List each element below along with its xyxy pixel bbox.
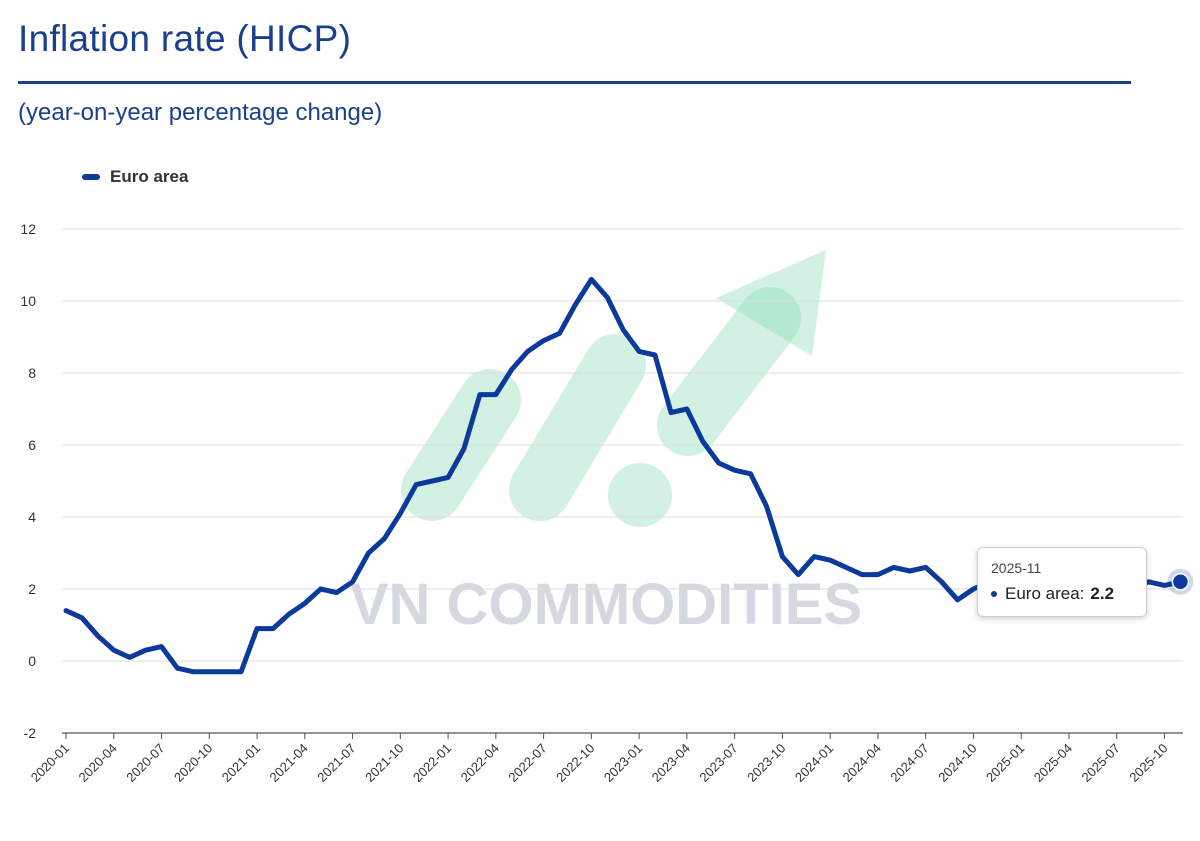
chart-subtitle: (year-on-year percentage change) bbox=[18, 99, 383, 126]
y-tick-label: 4 bbox=[28, 509, 36, 525]
x-tick-label: 2024-01 bbox=[792, 741, 836, 785]
x-tick-label: 2025-01 bbox=[983, 741, 1027, 785]
watermark-logo: VN COMMODITIES bbox=[350, 250, 862, 637]
y-tick-label: 6 bbox=[28, 437, 36, 453]
y-tick-label: 10 bbox=[20, 293, 36, 309]
y-tick-label: -2 bbox=[24, 725, 37, 741]
tooltip-series-dot bbox=[991, 591, 997, 597]
x-tick-label: 2025-07 bbox=[1078, 741, 1122, 785]
data-point-highlighted[interactable] bbox=[1171, 573, 1190, 591]
x-tick-label: 2024-10 bbox=[935, 741, 979, 785]
x-tick-label: 2023-10 bbox=[744, 741, 788, 785]
watermark-text: VN COMMODITIES bbox=[350, 572, 862, 637]
x-tick-label: 2021-04 bbox=[267, 741, 311, 785]
x-tick-label: 2021-10 bbox=[362, 741, 406, 785]
legend-label: Euro area bbox=[110, 167, 189, 186]
x-tick-label: 2023-04 bbox=[649, 741, 693, 785]
x-tick-label: 2024-04 bbox=[840, 741, 884, 785]
x-tick-label: 2021-07 bbox=[314, 741, 358, 785]
x-tick-label: 2022-04 bbox=[458, 741, 502, 785]
x-tick-label: 2025-04 bbox=[1031, 741, 1075, 785]
chart-title: Inflation rate (HICP) bbox=[18, 18, 352, 59]
x-tick-label: 2020-07 bbox=[123, 741, 167, 785]
y-tick-label: 2 bbox=[28, 581, 36, 597]
x-tick-label: 2020-01 bbox=[28, 741, 72, 785]
tooltip: 2025-11 Euro area: 2.2 bbox=[977, 547, 1147, 617]
x-tick-label: 2021-01 bbox=[219, 741, 263, 785]
x-tick-label: 2022-10 bbox=[553, 741, 597, 785]
legend-swatch bbox=[82, 174, 100, 180]
x-tick-label: 2022-07 bbox=[505, 741, 549, 785]
tooltip-value: 2.2 bbox=[1090, 584, 1115, 603]
x-tick-label: 2024-07 bbox=[887, 741, 931, 785]
title-divider bbox=[18, 81, 1131, 84]
x-tick-label: 2022-01 bbox=[410, 741, 454, 785]
x-tick-label: 2020-10 bbox=[171, 741, 215, 785]
y-tick-label: 8 bbox=[28, 365, 36, 381]
x-tick-label: 2023-01 bbox=[601, 741, 645, 785]
x-tick-label: 2025-10 bbox=[1126, 741, 1170, 785]
x-tick-label: 2023-07 bbox=[696, 741, 740, 785]
y-tick-label: 0 bbox=[28, 653, 36, 669]
y-tick-label: 12 bbox=[20, 221, 36, 237]
legend[interactable]: Euro area bbox=[82, 167, 188, 187]
tooltip-series-label: Euro area: bbox=[1005, 584, 1085, 603]
tooltip-date: 2025-11 bbox=[991, 560, 1042, 576]
x-tick-label: 2020-04 bbox=[76, 741, 120, 785]
